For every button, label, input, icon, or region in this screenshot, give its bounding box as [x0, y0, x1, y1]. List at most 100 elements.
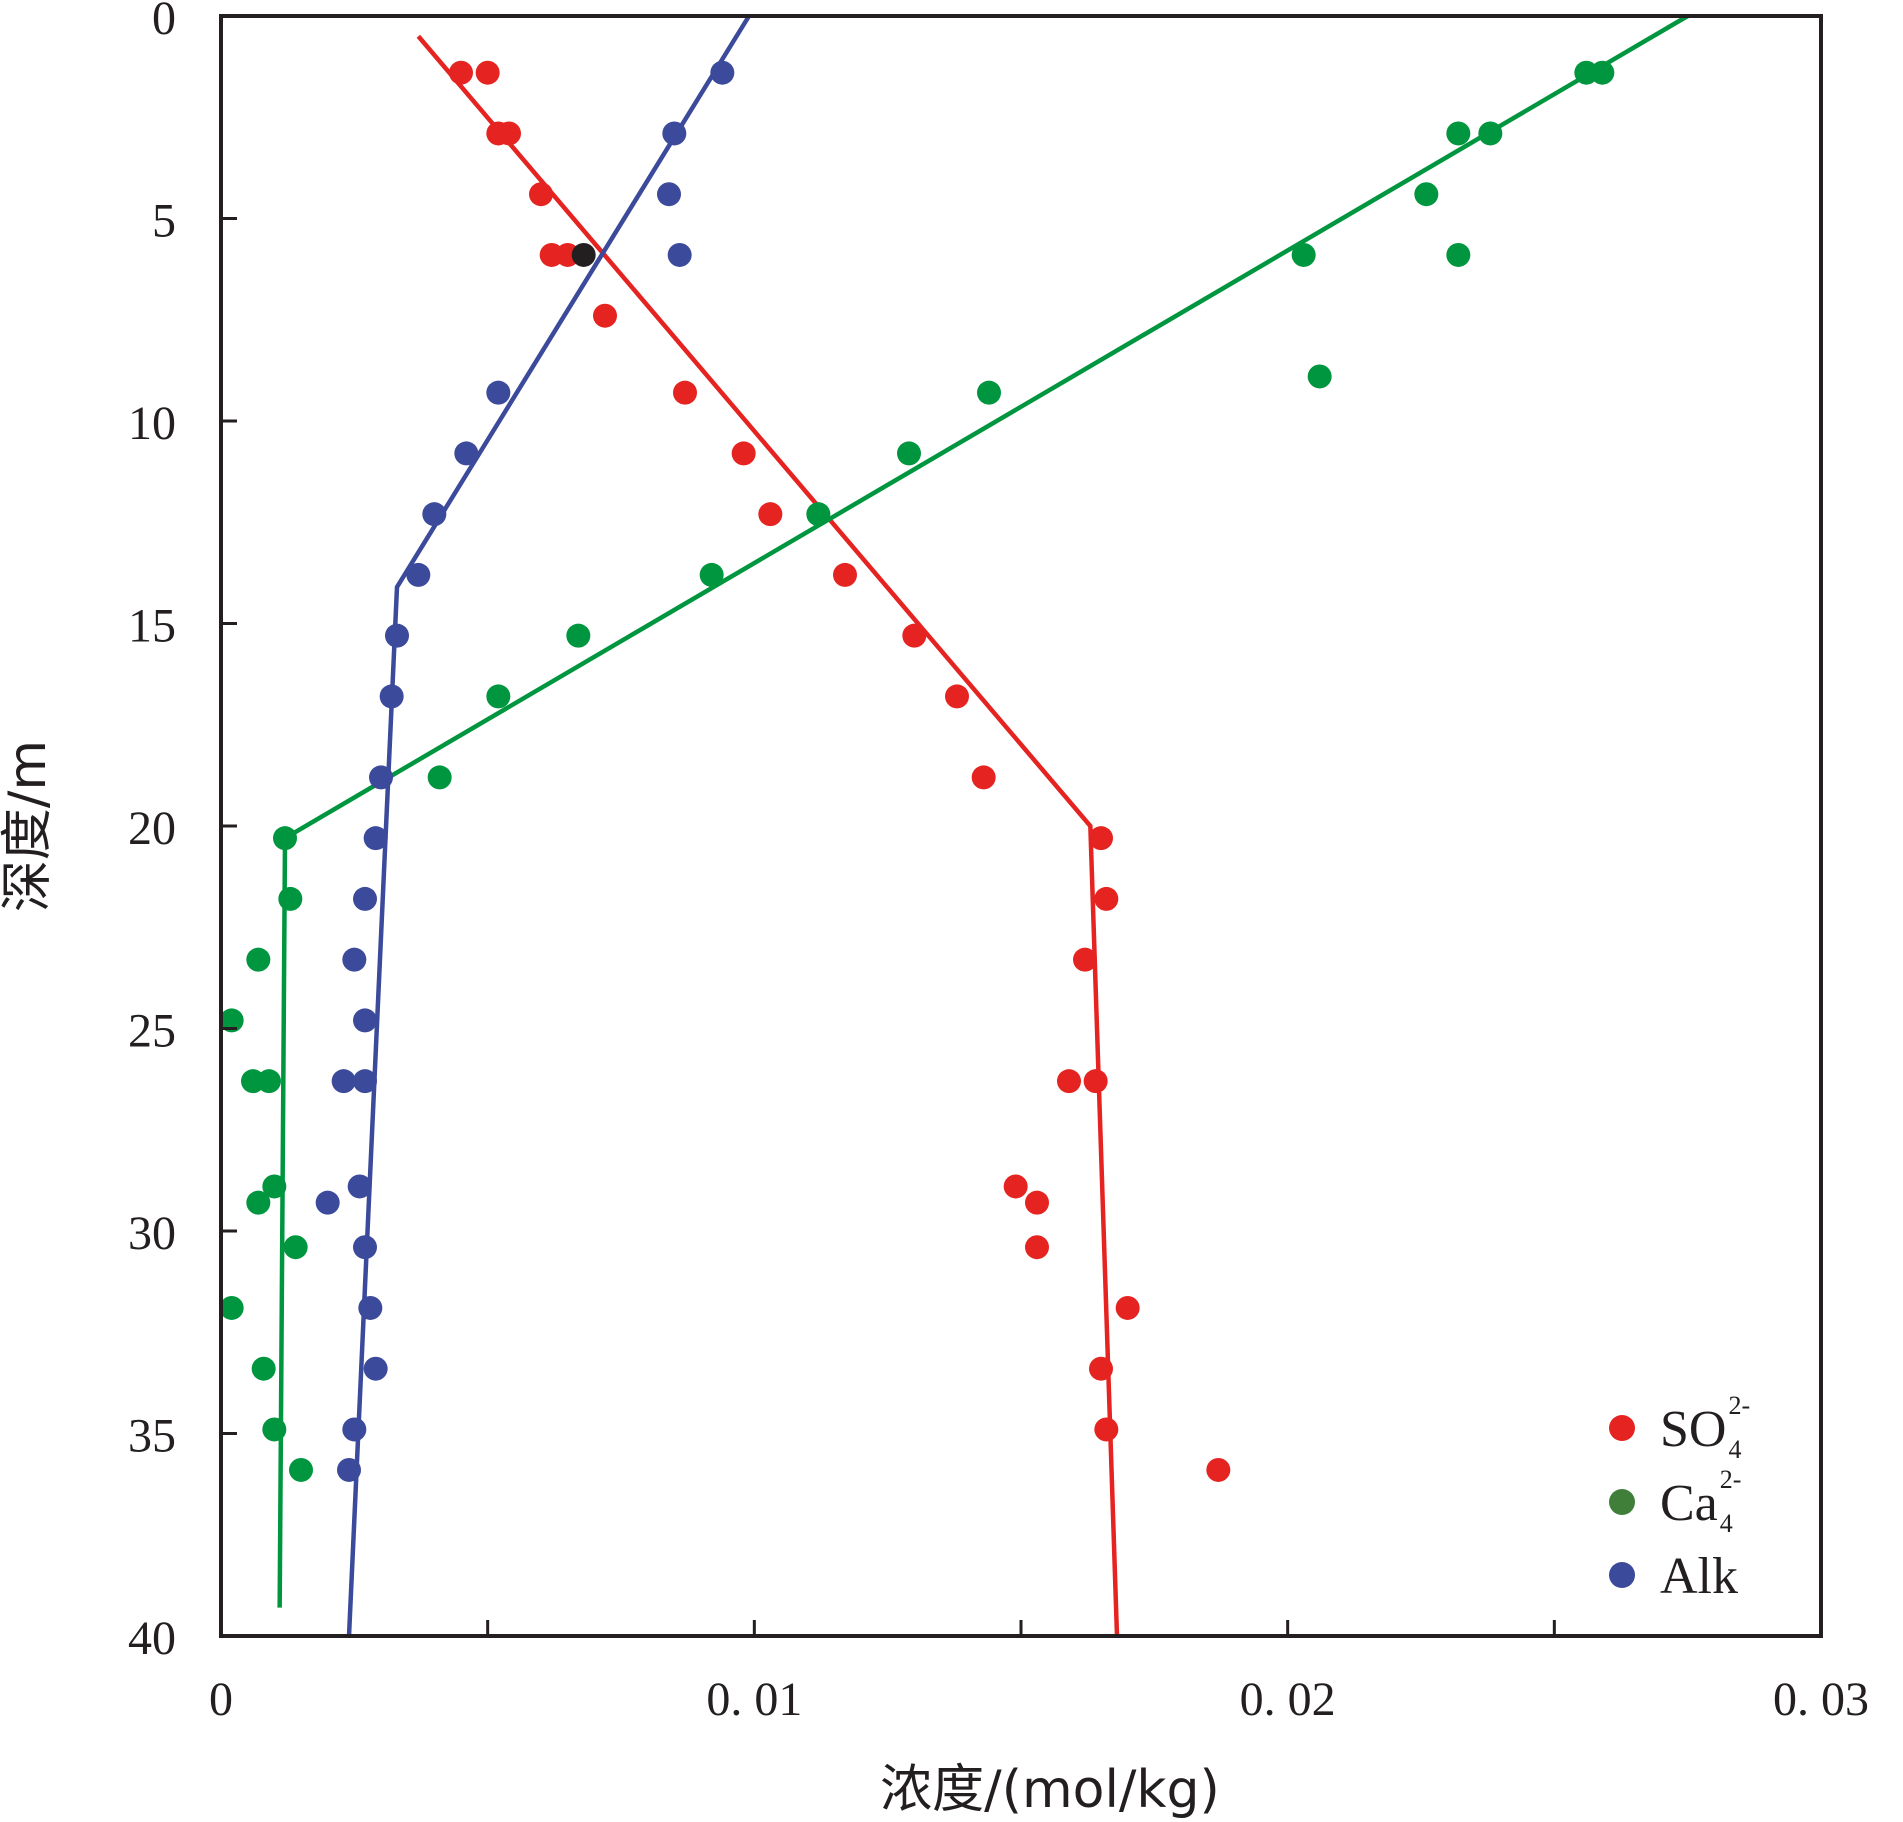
ca-point	[699, 562, 724, 587]
alk-fit-line	[346, 14, 751, 1637]
so-legend-label: SO	[1660, 1401, 1726, 1458]
y-tick-label: 35	[128, 1410, 176, 1463]
ca-point	[1446, 242, 1471, 267]
alk-point	[486, 380, 511, 405]
so-point	[1089, 1356, 1113, 1381]
so-point	[673, 380, 697, 405]
so-point	[1094, 886, 1119, 911]
axis-ticks: 0 0. 01 0. 02 0. 03 0 5 10 15 20 25 30 35 40	[128, 0, 1869, 1726]
so-point	[529, 182, 553, 207]
ca-legend-superscript: 2-	[1720, 1465, 1742, 1494]
alk-point	[342, 1417, 367, 1442]
ca-point	[262, 1174, 287, 1199]
so-point	[731, 441, 756, 466]
fit-lines	[277, 14, 1689, 1637]
so-point	[1115, 1295, 1140, 1320]
alk-point	[385, 623, 409, 648]
ca-point	[566, 623, 591, 648]
ca-legend-marker	[1609, 1489, 1635, 1515]
y-tick-label: 40	[128, 1612, 176, 1665]
ca-point	[246, 947, 271, 972]
ca-point	[806, 502, 831, 527]
alk-point	[353, 1069, 377, 1094]
ca-point	[251, 1356, 276, 1381]
x-tick-label: 0. 02	[1240, 1673, 1336, 1726]
alk-point	[422, 502, 447, 527]
so-point	[1089, 826, 1113, 851]
so-point	[449, 60, 473, 85]
ca-point	[1590, 60, 1615, 85]
marker-point	[571, 242, 596, 267]
so-legend-superscript: 2-	[1728, 1391, 1750, 1420]
alk-point	[662, 121, 687, 146]
ca-point	[897, 441, 921, 466]
so-point	[758, 502, 783, 527]
x-tick-label: 0. 03	[1773, 1673, 1869, 1726]
alk-point	[337, 1457, 361, 1482]
y-tick-label: 10	[128, 397, 176, 450]
y-axis-title: 深度/m	[0, 740, 58, 912]
ca-point	[289, 1457, 313, 1482]
ca-point	[273, 826, 297, 851]
alk-point	[358, 1295, 383, 1320]
so-point	[1025, 1235, 1049, 1260]
alk-point	[315, 1190, 340, 1215]
so-point	[1025, 1190, 1049, 1215]
so-point	[475, 60, 500, 85]
so-legend-marker	[1609, 1415, 1635, 1441]
x-axis-title: 浓度/(mol/kg)	[880, 1760, 1220, 1820]
x-tick-label: 0. 01	[706, 1673, 802, 1726]
alk-point	[347, 1174, 372, 1199]
so-fit-line	[416, 34, 1120, 1637]
ca-point	[1291, 242, 1316, 267]
ca-point	[977, 380, 1001, 405]
alk-legend-marker	[1609, 1562, 1635, 1588]
so-legend-subscript: 4	[1728, 1435, 1741, 1464]
ca-point	[219, 1295, 244, 1320]
so-point	[1206, 1457, 1231, 1482]
ca-point	[257, 1069, 281, 1094]
alk-point	[369, 765, 393, 790]
alk-point	[657, 182, 681, 207]
alk-point	[353, 1235, 377, 1260]
ca-point	[427, 765, 452, 790]
so-point	[945, 684, 969, 709]
x-tick-label: 0	[209, 1673, 233, 1726]
ca-point	[1478, 121, 1503, 146]
alk-point	[667, 242, 692, 267]
y-tick-label: 15	[128, 600, 176, 653]
so-point	[1003, 1174, 1028, 1199]
ca-point	[219, 1008, 244, 1033]
alk-point	[353, 886, 377, 911]
alk-point	[363, 826, 388, 851]
ca-point	[262, 1417, 287, 1442]
y-tick-label: 30	[128, 1207, 176, 1260]
alk-point	[406, 562, 431, 587]
ca-point	[283, 1235, 308, 1260]
alk-point	[353, 1008, 377, 1033]
ca-point	[278, 886, 303, 911]
ca-point	[246, 1190, 271, 1215]
so-point	[971, 765, 996, 790]
so-point	[1094, 1417, 1119, 1442]
ca-point	[486, 684, 511, 709]
ca-legend-label: Ca	[1660, 1475, 1718, 1532]
y-tick-label: 20	[128, 802, 176, 855]
y-tick-label: 0	[152, 0, 176, 45]
ca-legend-subscript: 4	[1720, 1509, 1733, 1538]
alk-point	[342, 947, 367, 972]
ca-fit-line	[277, 14, 1689, 1608]
y-tick-label: 5	[152, 195, 176, 248]
so-point	[1057, 1069, 1081, 1094]
so-point	[902, 623, 927, 648]
ca-point	[1307, 364, 1332, 389]
so-point	[833, 562, 857, 587]
ca-point	[1414, 182, 1439, 207]
ca-point	[1446, 121, 1471, 146]
alk-point	[331, 1069, 356, 1094]
alk-legend-label: Alk	[1660, 1548, 1738, 1605]
so-point	[497, 121, 521, 146]
so-point	[1083, 1069, 1108, 1094]
